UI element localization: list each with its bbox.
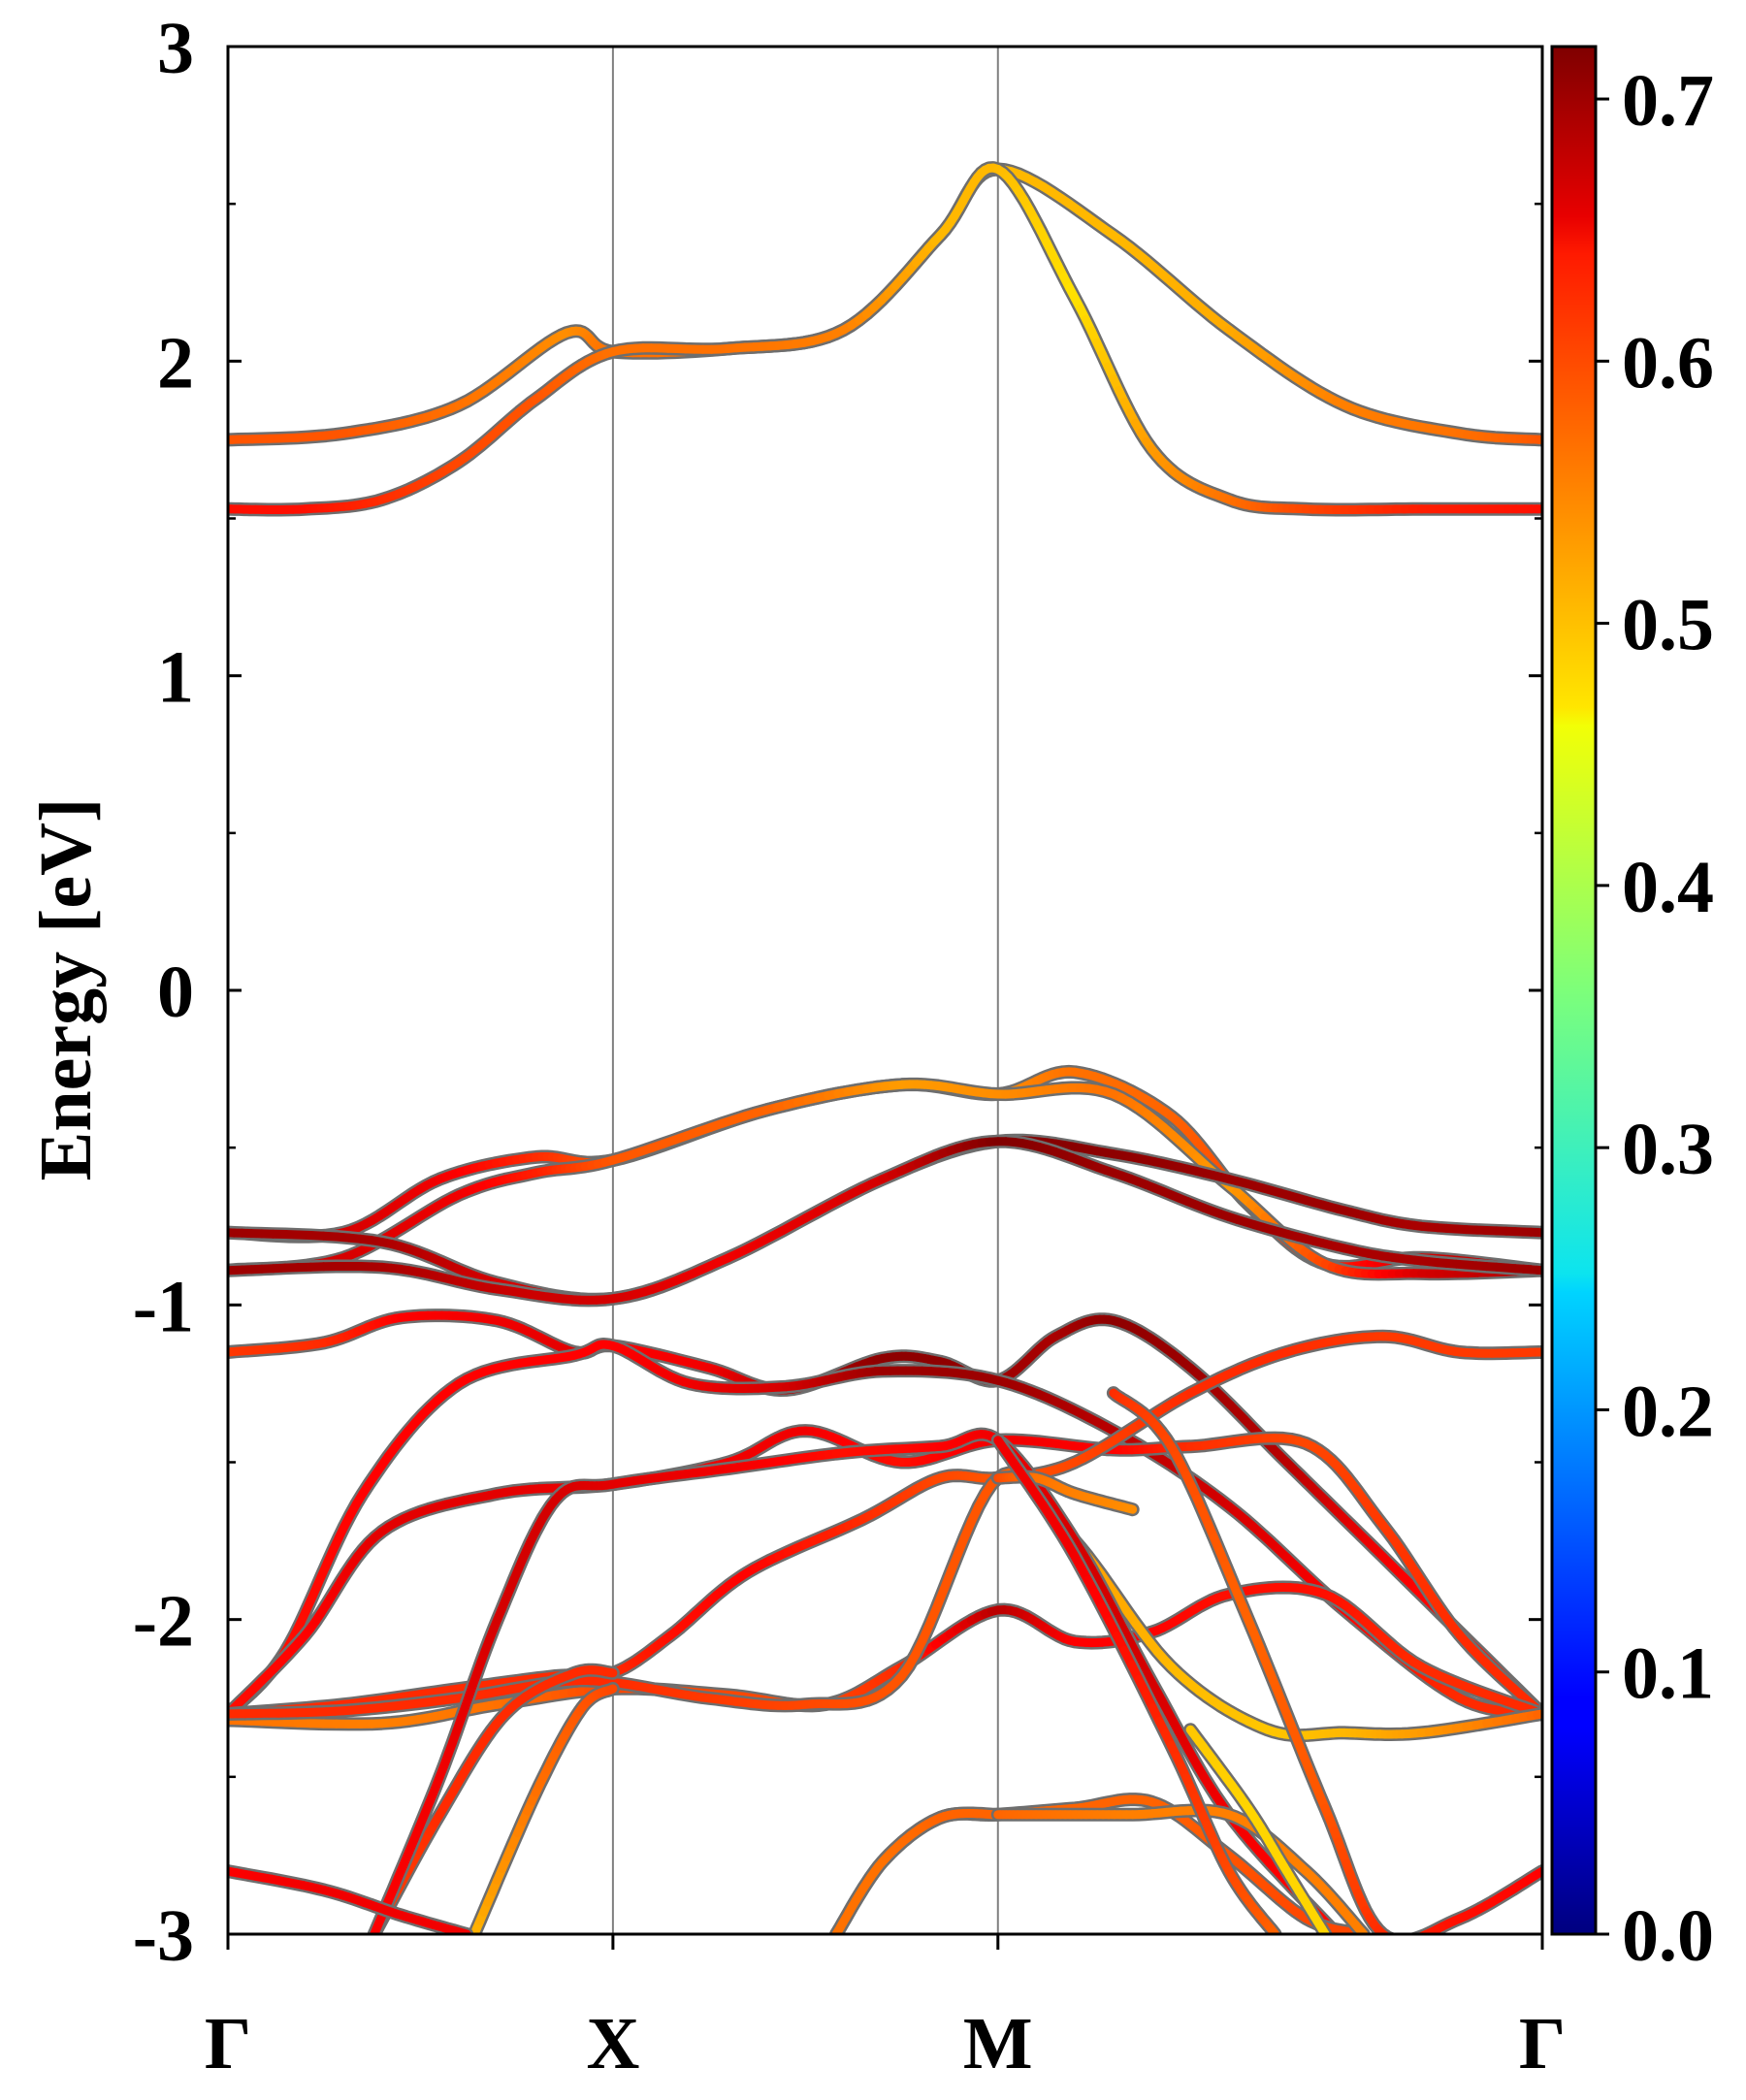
plot-frame: [228, 47, 1542, 1934]
band-lines: [228, 168, 1542, 1941]
colorbar-tick-label: 0.1: [1622, 1633, 1714, 1715]
y-tick-label: 1: [157, 637, 194, 719]
colorbar-tick-label: 0.2: [1622, 1371, 1714, 1452]
colorbar-tick-label: 0.5: [1622, 585, 1714, 666]
y-tick-label: -1: [133, 1266, 194, 1347]
x-tick-label: M: [963, 2003, 1033, 2084]
y-axis-label: Energy [eV]: [25, 798, 107, 1181]
band-segment: [1388, 1937, 1393, 1939]
y-tick-label: 3: [157, 8, 194, 89]
band-outline: [228, 1344, 1542, 1714]
band-17: [836, 1814, 998, 1935]
y-tick-label: -2: [133, 1581, 194, 1663]
colorbar-tick-label: 0.7: [1622, 60, 1714, 142]
x-tick-label: X: [586, 2003, 639, 2084]
band-15: [228, 1871, 467, 1934]
band-segment: [1408, 1939, 1414, 1940]
band-segment: [1130, 1509, 1133, 1510]
y-tick-label: 2: [157, 322, 194, 404]
band-19: [998, 1477, 1133, 1510]
colorbar-tick-label: 0.0: [1622, 1895, 1714, 1977]
y-tick-label: -3: [133, 1895, 194, 1977]
colorbar-axis: 0.0 0.1 0.2 0.3 0.4 0.5 0.6 0.7: [1596, 60, 1714, 1977]
band-1: [228, 168, 1542, 509]
band-segment: [612, 1689, 613, 1690]
colorbar-tick-label: 0.6: [1622, 322, 1714, 404]
band-segment: [1414, 1937, 1420, 1939]
band-segment: [1404, 1940, 1409, 1941]
colorbar: [1552, 47, 1596, 1934]
band-outline: [228, 168, 1542, 509]
high-symmetry-lines: [613, 47, 998, 1934]
colorbar-tick-label: 0.4: [1622, 847, 1714, 928]
band-segment: [1393, 1940, 1398, 1941]
x-tick-label: Γ: [1519, 2003, 1566, 2084]
band-7: [228, 1344, 1542, 1714]
y-axis: 3 2 1 0 -1 -2 -3: [133, 8, 1542, 1977]
y-tick-label: 0: [157, 952, 194, 1033]
colorbar-tick-label: 0.3: [1622, 1109, 1714, 1190]
x-tick-label: Γ: [205, 2003, 251, 2084]
